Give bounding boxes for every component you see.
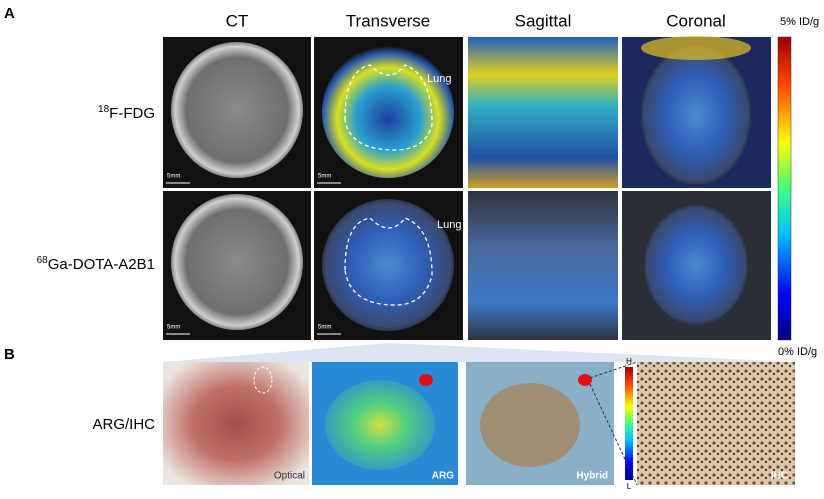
panel-label: B (4, 346, 15, 363)
optical-image (163, 362, 309, 485)
scale-bars: 5mm 5mm 5mm 5mm (166, 174, 341, 335)
scale-bar-label: 5mm (167, 325, 180, 331)
row-label: 18F-FDG (98, 104, 155, 122)
panel-label: A (4, 5, 15, 22)
hybrid-signal (480, 383, 580, 467)
pet-sagittal (468, 37, 618, 188)
organ-label: Lung (437, 219, 461, 231)
pet-sagittal (468, 191, 618, 340)
hot-spot (578, 374, 592, 386)
pet-body (322, 46, 454, 178)
colorbar-min: 0% ID/g (778, 346, 817, 358)
zoom-wedge (163, 343, 795, 362)
image-label: ARG (432, 471, 454, 482)
ihc-image (637, 362, 795, 485)
colorbar (625, 367, 633, 480)
tracer: Ga-DOTA-A2B1 (48, 256, 155, 273)
arg-signal (325, 380, 435, 470)
image-label: Hybrid (576, 471, 608, 482)
isotope: 18 (98, 104, 110, 115)
lung-outline (344, 64, 433, 151)
colorbar-high: H (626, 357, 632, 366)
image-label: Optical (274, 471, 305, 482)
scale-bar-label: 5mm (167, 174, 180, 180)
colorbar-max: 5% ID/g (780, 16, 819, 28)
ct-body (171, 42, 303, 178)
isotope: 68 (37, 255, 49, 266)
scale-bar-label: 5mm (318, 174, 331, 180)
image-label: IHC (771, 471, 788, 482)
column-header: Coronal (666, 11, 726, 30)
row-label: 68Ga-DOTA-A2B1 (37, 255, 155, 273)
colorbar-low: L (627, 482, 632, 491)
tracer: F-FDG (109, 105, 155, 122)
column-header: Transverse (346, 11, 430, 30)
column-header: CT (226, 11, 249, 30)
ct-body (171, 194, 303, 330)
hot-spot (641, 36, 751, 60)
row-label: ARG/IHC (92, 416, 155, 433)
pet-body (322, 199, 454, 331)
pet-body (641, 45, 751, 185)
roi-outline (253, 366, 273, 394)
scale-bar-label: 5mm (318, 325, 331, 331)
organ-label: Lung (427, 73, 451, 85)
zoom-line (589, 383, 638, 486)
hot-spot (419, 374, 433, 386)
column-header: Sagittal (515, 11, 572, 30)
pet-body (644, 205, 748, 325)
colorbar (777, 36, 792, 341)
zoom-line (589, 361, 638, 379)
lung-outline (344, 217, 433, 306)
